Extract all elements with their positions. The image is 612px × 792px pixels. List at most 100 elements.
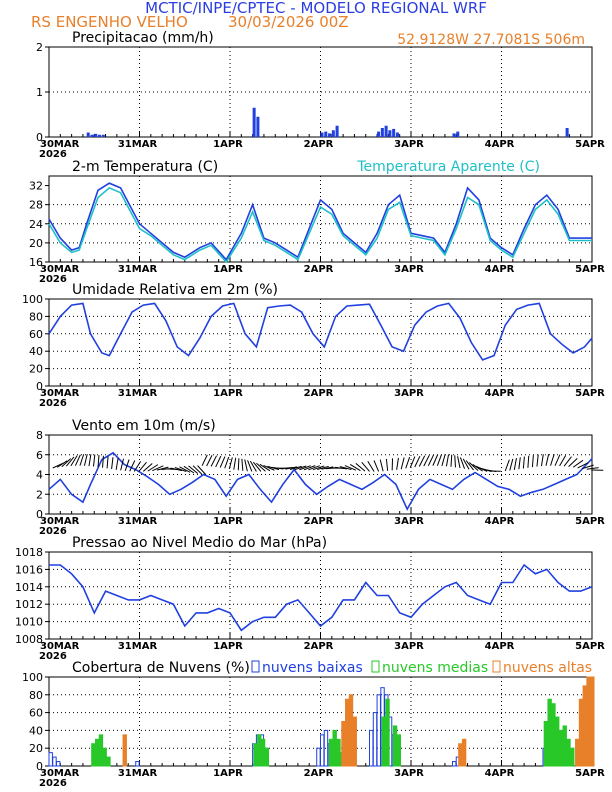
y-tick-label: 80 xyxy=(29,310,43,323)
header-date: 30/03/2026 00Z xyxy=(228,13,349,31)
y-tick-label: 1016 xyxy=(15,563,43,576)
wind-barb xyxy=(65,456,75,467)
bar xyxy=(392,128,396,137)
wind-barb xyxy=(244,459,248,472)
bar xyxy=(452,133,456,137)
x-day-label: 2APR xyxy=(304,264,334,275)
bar-green xyxy=(381,716,386,767)
bar-green xyxy=(392,725,398,767)
y-tick-label: 1010 xyxy=(15,616,43,629)
bar-blue xyxy=(451,761,457,767)
panel-4: Vento em 10m (m/s) 0 2 4 6 8 30MAR 31MAR 1APR 2AP… xyxy=(36,418,605,537)
bar-blue xyxy=(372,712,378,767)
x-day-label: 4APR xyxy=(485,768,515,779)
bar-orange xyxy=(586,676,591,767)
header-station: RS ENGENHO VELHO xyxy=(31,13,188,31)
x-day-label: 2APR xyxy=(304,641,334,652)
y-tick-label: 4 xyxy=(36,469,43,482)
wind-barb xyxy=(83,453,88,466)
wind-barb xyxy=(299,465,311,471)
x-day-label: 30MAR xyxy=(40,768,80,779)
y-tick-label: 0 xyxy=(36,760,43,773)
wind-barb xyxy=(396,457,399,470)
panel-title: Umidade Relativa em 2m (%) xyxy=(72,282,278,298)
bar-orange xyxy=(461,738,467,767)
wind-barb xyxy=(465,460,474,471)
bar-orange xyxy=(341,721,346,767)
y-tick-label: 2 xyxy=(36,41,43,54)
legend-entry: nuvens baixas xyxy=(262,660,363,676)
x-year-label: 2026 xyxy=(39,274,67,285)
bar-green xyxy=(551,703,556,767)
x-day-label: 3APR xyxy=(394,264,424,275)
x-year-label: 2026 xyxy=(39,778,67,789)
bar xyxy=(328,133,332,137)
x-day-label: 5APR xyxy=(575,768,605,779)
header-title: MCTIC/INPE/CPTEC - MODELO REGIONAL WRF xyxy=(145,0,487,17)
wind-barb xyxy=(241,458,244,471)
panel-title: Vento em 10m (m/s) xyxy=(72,418,216,434)
y-tick-label: 100 xyxy=(22,671,43,684)
x-day-label: 30MAR xyxy=(40,516,80,527)
wind-barb xyxy=(540,454,544,467)
bar xyxy=(320,132,324,137)
y-tick-label: 1008 xyxy=(15,633,43,646)
wind-barb xyxy=(70,455,78,467)
wind-barb xyxy=(527,455,530,468)
wind-barb xyxy=(409,456,416,468)
bar-orange xyxy=(582,685,587,767)
bar xyxy=(98,134,102,137)
bar-green xyxy=(91,743,96,767)
bar xyxy=(388,130,392,137)
panel-title: 2-m Temperatura (C) xyxy=(72,159,218,175)
wind-barb xyxy=(572,459,584,468)
wind-barb xyxy=(206,455,213,467)
panel-1: Precipitacao (mm/h) 0 1 2 30MAR 31MAR 1APR 2APR… xyxy=(36,30,605,160)
wind-barb xyxy=(233,457,237,470)
legend-swatch xyxy=(251,660,260,673)
y-tick-label: 20 xyxy=(29,363,43,376)
bar-blue xyxy=(369,729,374,767)
wind-barb xyxy=(414,455,421,468)
bar xyxy=(90,134,94,137)
y-tick-label: 40 xyxy=(29,724,43,737)
x-day-label: 2APR xyxy=(304,388,334,399)
y-tick-label: 1018 xyxy=(15,546,43,559)
bar xyxy=(377,131,381,137)
bar-green xyxy=(332,729,337,767)
wind-barb xyxy=(423,455,430,467)
wind-barb xyxy=(303,465,316,471)
wind-barb xyxy=(441,454,446,467)
y-tick-label: 60 xyxy=(29,707,43,720)
wind-barb xyxy=(504,459,510,472)
y-tick-label: 32 xyxy=(29,180,43,193)
wind-barb xyxy=(170,467,183,472)
y-tick-label: 6 xyxy=(36,449,43,462)
wind-barb xyxy=(138,462,147,472)
wind-barb xyxy=(450,454,453,467)
wind-barb xyxy=(197,465,207,475)
wind-barb xyxy=(373,460,380,472)
bar-green xyxy=(106,756,111,767)
wind-barb xyxy=(361,461,370,472)
wind-barb xyxy=(385,458,389,471)
x-day-label: 31MAR xyxy=(118,768,158,779)
series-line xyxy=(48,186,592,264)
wind-barb xyxy=(400,457,405,470)
bar xyxy=(256,116,260,137)
bar-green xyxy=(566,738,571,767)
bar-blue xyxy=(48,752,53,767)
bar xyxy=(395,132,399,137)
x-day-label: 5APR xyxy=(575,516,605,527)
y-tick-label: 28 xyxy=(29,199,43,212)
wind-barb xyxy=(312,465,325,471)
x-day-label: 3APR xyxy=(394,768,424,779)
x-day-label: 30MAR xyxy=(40,139,80,150)
wind-barb xyxy=(462,458,470,470)
wind-barb xyxy=(577,462,589,469)
bar-green xyxy=(336,738,341,767)
bar-orange xyxy=(575,738,580,767)
bar-green xyxy=(98,734,104,767)
bar xyxy=(456,131,460,137)
wind-barb xyxy=(472,463,483,472)
